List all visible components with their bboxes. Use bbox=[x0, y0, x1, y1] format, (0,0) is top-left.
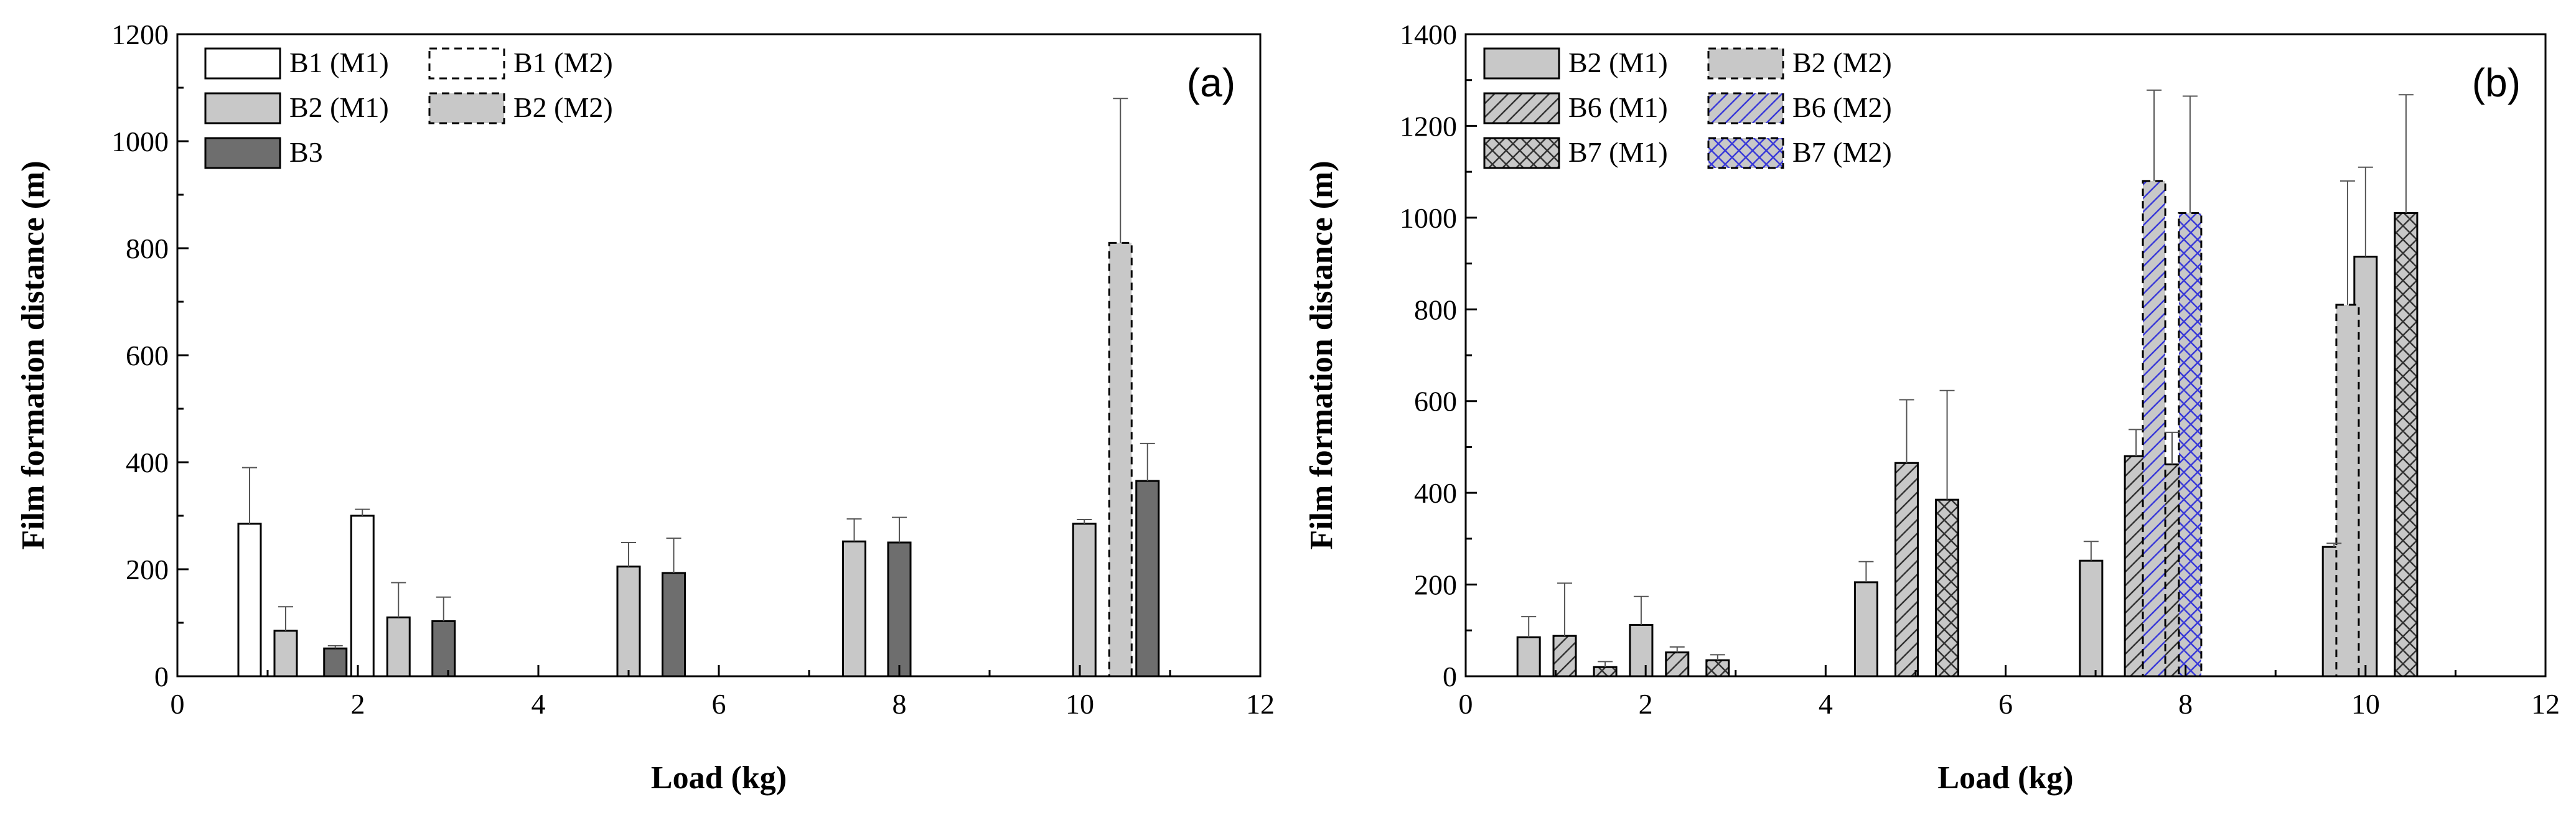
bar-a-s2-p0 bbox=[273, 630, 298, 678]
bar-a-s2-p2 bbox=[616, 566, 641, 678]
y-tick-label: 400 bbox=[126, 447, 169, 478]
bar-b-s4-p0 bbox=[1593, 666, 1618, 678]
bar-b-s4-p1 bbox=[1705, 659, 1730, 678]
x-tick-label: 4 bbox=[1819, 688, 1833, 720]
bar-a-s0-p1 bbox=[350, 515, 375, 678]
bar-a-s4-p1 bbox=[431, 620, 456, 678]
legend-swatch bbox=[1483, 92, 1560, 124]
x-tick-label: 10 bbox=[1066, 688, 1094, 720]
plot-frame-a bbox=[176, 33, 1262, 678]
x-tick-label: 0 bbox=[171, 688, 185, 720]
error-bars-b bbox=[1521, 89, 2414, 668]
x-tick-label: 4 bbox=[532, 688, 546, 720]
x-axis-title-b: Load (kg) bbox=[1937, 760, 2073, 796]
x-tick-label: 12 bbox=[2531, 688, 2560, 720]
bar-b-s1-p0 bbox=[2335, 304, 2360, 678]
chart-panel-b: 0 2 4 6 8 10 12 0 200 400 600 800 1000 1200 1400 B2 (M… bbox=[1304, 19, 2560, 796]
bar-a-s0-p0 bbox=[237, 523, 262, 678]
y-tick-label: 0 bbox=[154, 661, 169, 692]
bar-b-s2-p1 bbox=[1665, 651, 1690, 678]
panel-label-b: (b) bbox=[2472, 60, 2521, 105]
legend-label: B2 (M1) bbox=[289, 91, 389, 123]
legend-swatch bbox=[204, 137, 281, 169]
x-tick-label: 6 bbox=[712, 688, 726, 720]
bar-a-s2-p3 bbox=[842, 540, 866, 678]
legend-a: B1 (M1) B1 (M2) B2 (M1) B2 (M2) B3 bbox=[204, 47, 613, 169]
bar-b-s0-p1 bbox=[1629, 623, 1654, 678]
legend-label: B2 (M1) bbox=[1568, 47, 1668, 78]
error-bars-a bbox=[242, 98, 1155, 649]
legend-label: B6 (M2) bbox=[1792, 91, 1892, 123]
legend-label: B1 (M1) bbox=[289, 47, 389, 78]
bar-b-s0-p2 bbox=[1853, 581, 1878, 678]
bar-a-s4-p3 bbox=[887, 541, 912, 678]
legend-swatch bbox=[1483, 47, 1560, 80]
axis-ticks-a: 0 2 4 6 8 10 12 0 200 400 600 800 1000 1200 bbox=[111, 19, 1275, 720]
legend-label: B7 (M1) bbox=[1568, 136, 1668, 168]
y-tick-label: 400 bbox=[1414, 477, 1457, 509]
bar-b-s5-p0 bbox=[2178, 212, 2203, 678]
y-tick-label: 800 bbox=[126, 233, 169, 264]
x-tick-label: 12 bbox=[1246, 688, 1275, 720]
y-tick-label: 1000 bbox=[1400, 202, 1457, 234]
legend-swatch bbox=[1707, 137, 1784, 169]
bar-a-s4-p4 bbox=[1135, 480, 1160, 678]
bar-a-s3-p0 bbox=[1108, 241, 1133, 678]
y-tick-label: 1000 bbox=[111, 126, 169, 157]
bar-b-s4-p2 bbox=[1935, 498, 1960, 678]
legend-label: B2 (M2) bbox=[1792, 47, 1892, 78]
bars-a bbox=[237, 241, 1160, 678]
legend-label: B2 (M2) bbox=[513, 91, 613, 123]
y-tick-label: 600 bbox=[1414, 386, 1457, 417]
y-tick-label: 1200 bbox=[1400, 110, 1457, 142]
bars-b bbox=[1516, 180, 2419, 678]
legend-swatch bbox=[204, 47, 281, 80]
legend-label: B1 (M2) bbox=[513, 47, 613, 78]
y-axis-title-a: Film formation distance (m) bbox=[16, 161, 51, 549]
legend-swatch bbox=[1707, 47, 1784, 80]
legend-swatch bbox=[428, 47, 505, 80]
x-tick-label: 2 bbox=[1639, 688, 1653, 720]
bar-b-s2-p2 bbox=[1894, 462, 1919, 678]
bar-b-s0-p3 bbox=[2079, 559, 2104, 678]
x-tick-label: 6 bbox=[1998, 688, 2013, 720]
x-tick-label: 10 bbox=[2351, 688, 2380, 720]
y-tick-label: 1200 bbox=[111, 19, 169, 50]
legend-swatch bbox=[1483, 137, 1560, 169]
bar-b-s4-p3 bbox=[2394, 212, 2419, 678]
legend-label: B3 bbox=[289, 136, 323, 168]
panel-label-a: (a) bbox=[1187, 60, 1235, 105]
y-tick-label: 1400 bbox=[1400, 19, 1457, 50]
legend-label: B6 (M1) bbox=[1568, 91, 1668, 123]
y-tick-label: 800 bbox=[1414, 294, 1457, 325]
x-tick-label: 0 bbox=[1459, 688, 1473, 720]
legend-swatch bbox=[428, 92, 505, 124]
bar-a-s4-p2 bbox=[662, 572, 686, 678]
bar-b-s3-p0 bbox=[2142, 180, 2166, 678]
y-tick-label: 0 bbox=[1443, 661, 1457, 692]
plot-frame-b bbox=[1464, 33, 2547, 678]
legend-swatch bbox=[204, 92, 281, 124]
axis-ticks-b: 0 2 4 6 8 10 12 0 200 400 600 800 1000 1200 1400 bbox=[1400, 19, 2560, 720]
y-tick-label: 600 bbox=[126, 340, 169, 371]
y-tick-label: 200 bbox=[1414, 569, 1457, 601]
bar-a-s2-p4 bbox=[1072, 523, 1097, 678]
y-tick-label: 200 bbox=[126, 554, 169, 585]
y-axis-title-b: Film formation distance (m) bbox=[1304, 161, 1339, 549]
legend-b: B2 (M1) B2 (M2) B6 (M1) B6 (M2) B7 (M1) B7 (M… bbox=[1483, 47, 1892, 169]
x-tick-label: 2 bbox=[351, 688, 365, 720]
legend-swatch bbox=[1707, 92, 1784, 124]
x-tick-label: 8 bbox=[2178, 688, 2193, 720]
x-tick-label: 8 bbox=[892, 688, 907, 720]
legend-label: B7 (M2) bbox=[1792, 136, 1892, 168]
bar-a-s2-p1 bbox=[386, 616, 411, 678]
bar-b-s2-p0 bbox=[1552, 635, 1577, 678]
bar-a-s4-p0 bbox=[323, 647, 348, 678]
bar-b-s0-p0 bbox=[1516, 636, 1541, 678]
x-axis-title-a: Load (kg) bbox=[651, 760, 787, 796]
